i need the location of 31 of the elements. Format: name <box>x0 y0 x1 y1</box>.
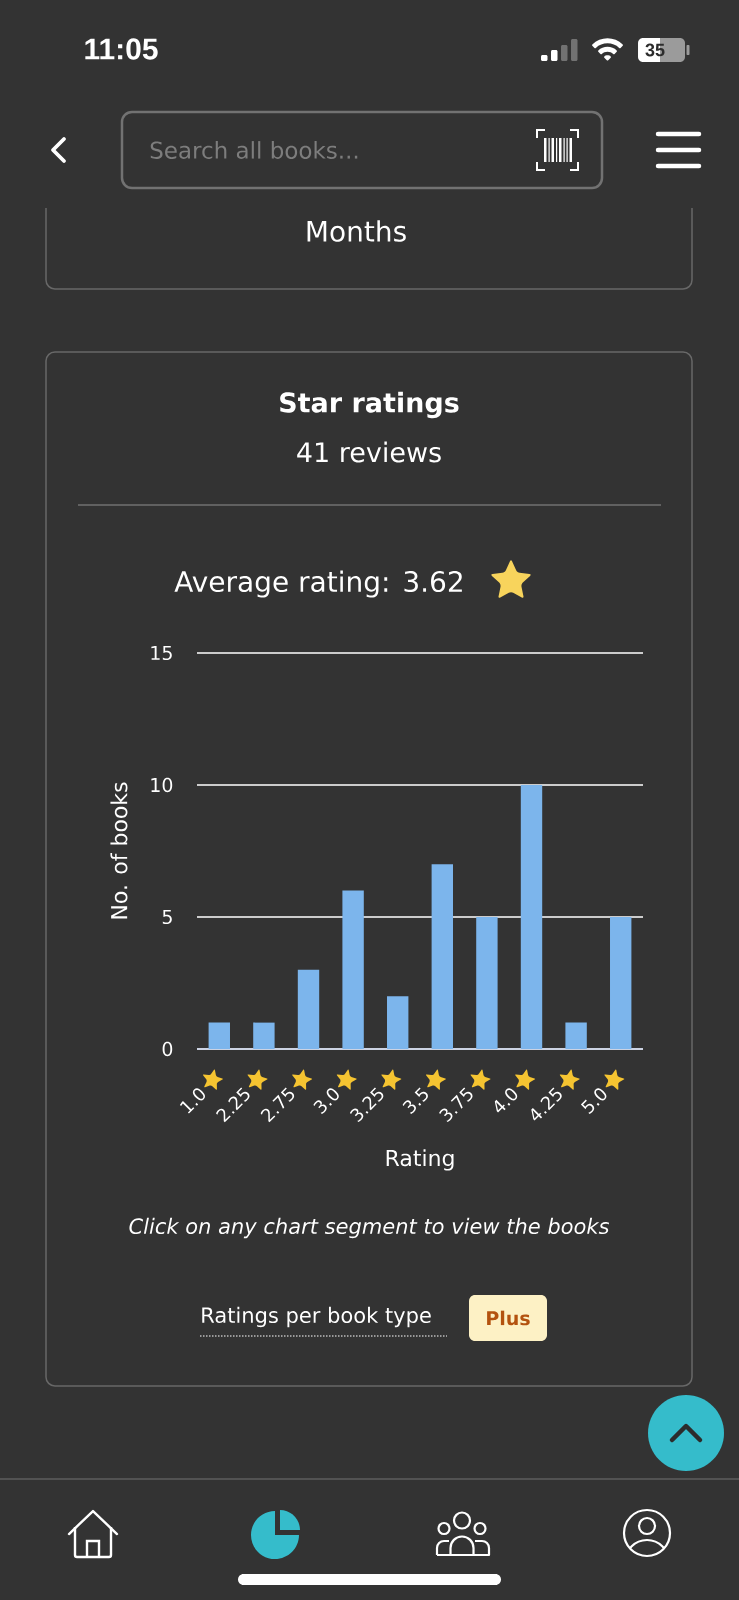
y-tick-label: 10 <box>151 777 173 793</box>
text: Click on any chart segment to view the books <box>129 1217 610 1239</box>
bar <box>565 1022 587 1050</box>
bar <box>297 969 320 1050</box>
x-tick-label: 1.0 <box>179 1088 205 1114</box>
y-tick-label: 5 <box>162 909 172 925</box>
x-axis-title: Rating <box>386 1149 454 1171</box>
chart-subtitle: 41 reviews <box>297 441 441 463</box>
y-tick-label: 0 <box>162 1041 173 1057</box>
text: 11:05 <box>85 38 158 60</box>
bar <box>520 785 543 1050</box>
text: 35 <box>645 43 665 57</box>
bar <box>253 1022 275 1050</box>
bar <box>387 996 409 1050</box>
text: Plus <box>487 1310 530 1326</box>
x-tick-label: 4.0 <box>494 1088 518 1113</box>
bar <box>208 1022 230 1050</box>
x-tick-label: 5.0 <box>580 1088 607 1114</box>
text: Ratings per book type <box>202 1306 431 1328</box>
bar <box>610 917 632 1050</box>
text: Months <box>307 220 406 242</box>
chart-title: Star ratings <box>280 391 459 419</box>
bar <box>431 864 453 1050</box>
x-tick-label: 3.5 <box>402 1087 428 1114</box>
bar <box>476 917 498 1050</box>
text: Search all books... <box>150 141 358 159</box>
x-tick-label: 3.0 <box>313 1088 339 1114</box>
y-axis-title: No. of books <box>110 782 128 919</box>
y-tick-label: 15 <box>151 645 172 661</box>
bar <box>342 890 364 1050</box>
text: Average rating: 3.62 <box>174 570 462 598</box>
